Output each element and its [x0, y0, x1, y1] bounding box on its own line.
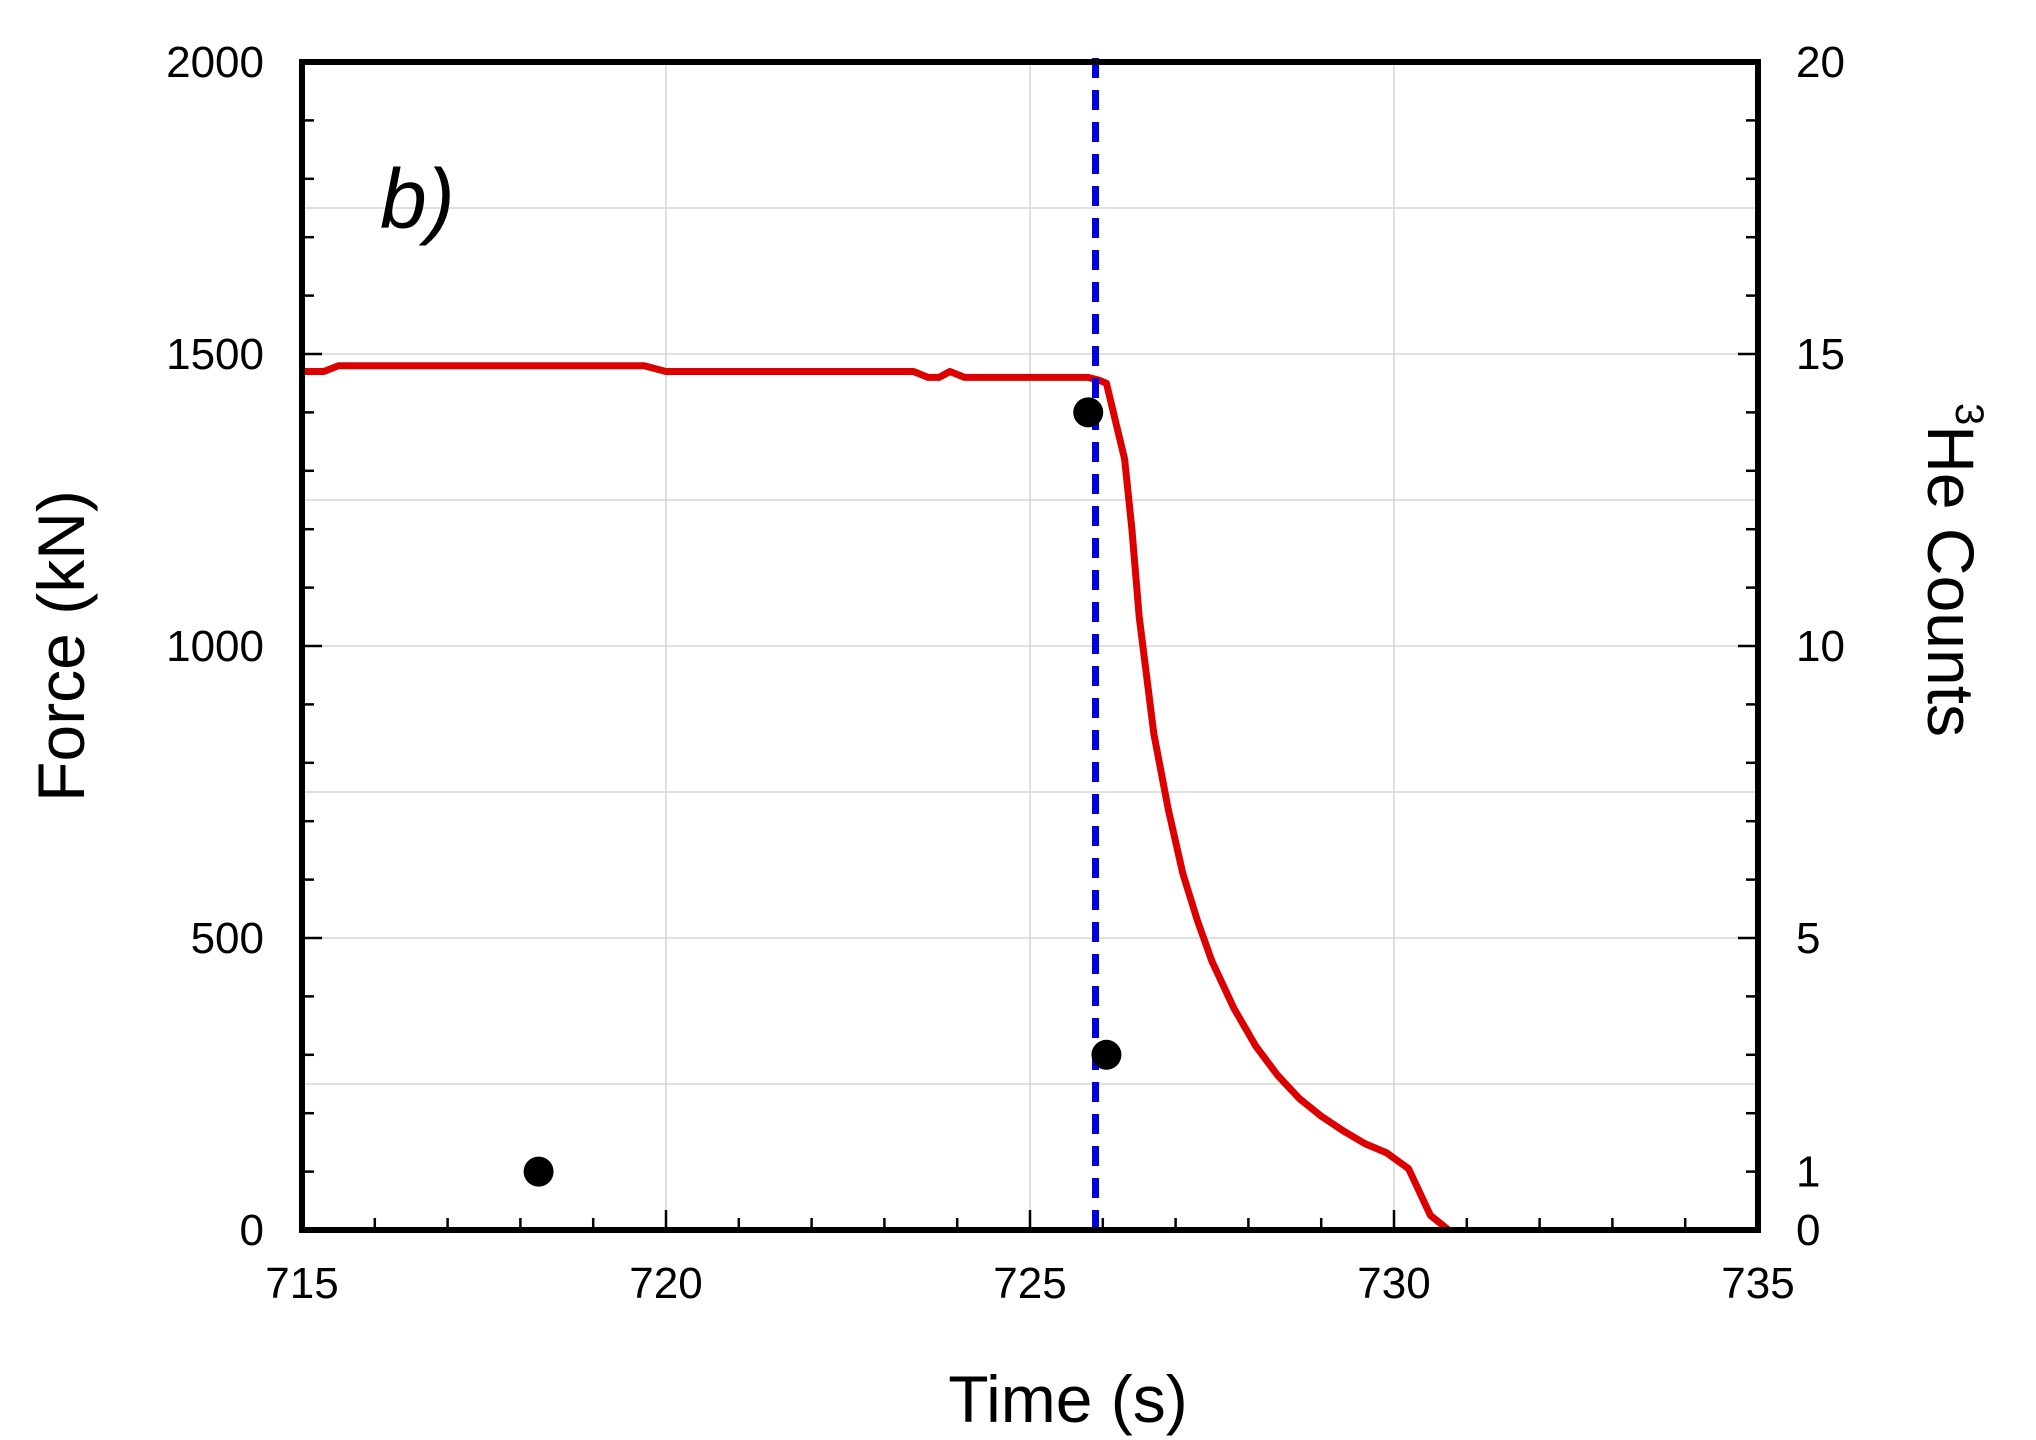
x-tick-label: 735: [1721, 1259, 1794, 1308]
x-tick-label: 715: [265, 1259, 338, 1308]
y-tick-label: 1000: [166, 622, 264, 671]
y2-tick-label: 10: [1796, 622, 1845, 671]
x-axis-title: Time (s): [948, 1362, 1188, 1436]
y2-axis-title: 3He Counts: [1914, 403, 1991, 737]
y-tick-label: 1500: [166, 330, 264, 379]
x-tick-label: 725: [993, 1259, 1066, 1308]
y-axis-title: Force (kN): [24, 490, 98, 802]
panel-label: b): [380, 152, 455, 246]
y2-tick-label: 20: [1796, 38, 1845, 87]
x-tick-label: 720: [629, 1259, 702, 1308]
x-tick-label: 730: [1357, 1259, 1430, 1308]
count-point: [1091, 1039, 1122, 1070]
y2-tick-label: 15: [1796, 330, 1845, 379]
y2-tick-label: 5: [1796, 914, 1820, 963]
y2-axis-title-text: He Counts: [1914, 425, 1988, 737]
count-point: [1073, 397, 1104, 428]
y2-tick-label: 0: [1796, 1206, 1820, 1255]
y2-tick-label: 1: [1796, 1148, 1820, 1197]
plot-frame: [299, 59, 1761, 1233]
y-tick-label: 500: [191, 914, 264, 963]
svg-text:3He Counts: 3He Counts: [1914, 403, 1991, 737]
y-tick-label: 0: [240, 1206, 264, 1255]
grid-lines: [302, 62, 1758, 1230]
force-line: [302, 362, 1451, 1233]
y2-axis-title-superscript: 3: [1947, 403, 1991, 425]
count-point: [523, 1156, 554, 1187]
y-tick-label: 2000: [166, 38, 264, 87]
series-layer: [302, 58, 1451, 1233]
